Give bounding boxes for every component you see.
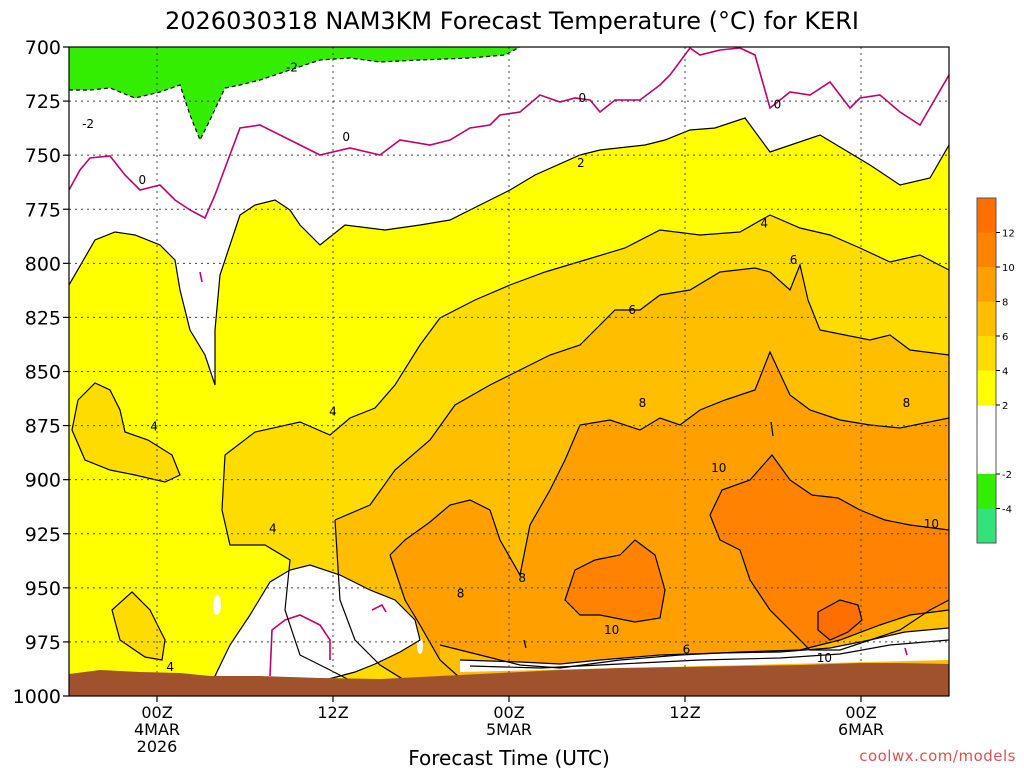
small-white-spot-1	[213, 595, 221, 615]
credit-text: coolwx.com/models	[859, 747, 1016, 765]
x-axis-label: Forecast Time (UTC)	[408, 746, 610, 768]
x-tick-label: 12Z	[669, 703, 700, 722]
colorbar-segment	[977, 198, 996, 233]
band-10-12-center	[565, 540, 665, 622]
contour-label: 8	[903, 396, 911, 410]
contour-label: 0	[774, 97, 782, 111]
colorbar-tick-label: 8	[1002, 298, 1008, 309]
contour-label: 10	[817, 651, 832, 665]
zero-contours	[69, 47, 949, 677]
contour-label: 4	[269, 521, 277, 535]
x-tick-label: 00Z	[845, 703, 876, 722]
chart-title: 2026030318 NAM3KM Forecast Temperature (…	[165, 7, 859, 35]
contour-label: 6	[790, 253, 798, 267]
colorbar: -4 -2 2 4 6 8 10 12	[976, 197, 1015, 544]
x-tick-label: 4MAR	[134, 720, 180, 739]
colorbar-tick-label: 6	[1002, 332, 1008, 343]
colorbar-segment	[977, 508, 996, 543]
contour-label: 6	[628, 303, 636, 317]
y-tick-label: 725	[25, 91, 61, 113]
y-tick-label: 750	[25, 145, 61, 167]
y-tick-label: 775	[25, 199, 61, 221]
colorbar-segment	[977, 232, 996, 267]
band-12-14	[818, 600, 862, 640]
colorbar-segment	[977, 370, 996, 405]
terrain	[69, 663, 949, 696]
contour-label: 2	[577, 156, 585, 170]
colorbar-segment	[977, 267, 996, 302]
y-tick-label: 975	[25, 632, 61, 654]
colorbar-tick-label: 4	[1002, 367, 1008, 378]
colorbar-tick-label: 2	[1002, 401, 1008, 412]
y-tick-label: 1000	[13, 686, 61, 708]
band-0-2-upper	[69, 47, 949, 385]
contour-label: 4	[166, 660, 174, 674]
colorbar-segment	[977, 439, 996, 474]
contour-label: 8	[518, 571, 526, 585]
contour-label: -2	[286, 61, 298, 75]
contour-label: 10	[711, 461, 726, 475]
band-near-surface-white	[460, 628, 949, 672]
positive-contours	[69, 117, 949, 696]
colorbar-tick-label: -2	[1002, 470, 1012, 481]
x-tick-label: 00Z	[141, 703, 172, 722]
contour-label: 6	[683, 643, 691, 657]
contour-label: 4	[150, 420, 158, 434]
y-tick-label: 825	[25, 307, 61, 329]
contour-labels: -2 -2 0 0 0 0 2 4 6 6 4 4 8 8 10 10 4 8 8 10 6 10 4	[82, 61, 939, 674]
contour-label: 8	[457, 586, 465, 600]
y-tick-label: 900	[25, 470, 61, 492]
y-axis: 700 725 750 775 800 825 850 875 900 925 950 975 1000	[13, 37, 69, 708]
colorbar-tick-label: -4	[1002, 505, 1012, 516]
x-tick-label: 6MAR	[838, 720, 884, 739]
contour-label: 4	[329, 405, 337, 419]
plot-area: -2 -2 0 0 0 0 2 4 6 6 4 4 8 8 10 10 4 8 8 10 6 10 4	[69, 47, 949, 696]
x-tick-label: 00Z	[493, 703, 524, 722]
y-tick-label: 925	[25, 524, 61, 546]
contour-label: -2	[82, 117, 94, 131]
x-tick-label: 5MAR	[486, 720, 532, 739]
x-tick-label: 2026	[137, 737, 178, 756]
gridlines	[69, 47, 949, 696]
colorbar-segment	[977, 336, 996, 371]
y-tick-label: 875	[25, 416, 61, 438]
band-minus2-0	[69, 47, 520, 140]
colorbar-segment	[977, 301, 996, 336]
band-10-12-right	[710, 455, 949, 650]
colorbar-tick-label: 12	[1002, 229, 1015, 240]
contour-label: 10	[924, 517, 939, 531]
colorbar-tick-label: 10	[1002, 263, 1015, 274]
contour-label: 10	[604, 623, 619, 637]
contour-label: 0	[342, 130, 350, 144]
contour-label: 4	[760, 216, 768, 230]
x-tick-label: 12Z	[317, 703, 348, 722]
colorbar-segment	[977, 405, 996, 440]
colorbar-segment	[977, 474, 996, 509]
y-tick-label: 700	[25, 37, 61, 59]
y-tick-label: 950	[25, 578, 61, 600]
y-tick-label: 800	[25, 253, 61, 275]
contour-label: 8	[639, 396, 647, 410]
contour-label: 0	[579, 91, 587, 105]
y-tick-label: 850	[25, 362, 61, 384]
minus2-contour	[69, 47, 521, 142]
contour-label: 0	[139, 173, 147, 187]
